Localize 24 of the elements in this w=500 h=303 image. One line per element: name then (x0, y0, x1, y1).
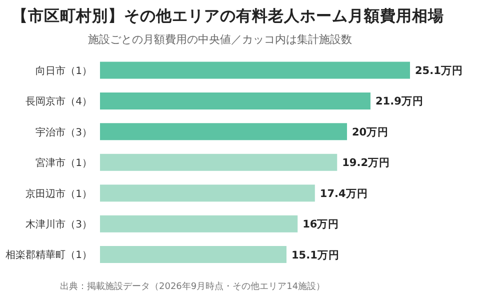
y-tick-label: 長岡京市（4） (26, 96, 92, 108)
y-tick-label: 宮津市（1） (36, 157, 92, 170)
data-label: 17.4万円 (320, 188, 368, 200)
data-label: 21.9万円 (375, 96, 424, 108)
data-label: 16万円 (302, 218, 340, 231)
bar (100, 62, 410, 79)
chart-subtitle: 施設ごとの月額費用の中央値／カッコ内は集計施設数 (88, 32, 352, 47)
bar (100, 123, 348, 140)
data-label: 20万円 (352, 126, 389, 138)
data-label: 19.2万円 (342, 157, 390, 170)
y-tick-label: 木津川市（3） (26, 218, 92, 230)
bar (100, 246, 286, 264)
chart-title: 【市区町村別】その他エリアの有料老人ホーム月額費用相場 (12, 6, 444, 27)
y-tick-label: 京田辺市（1） (26, 188, 92, 200)
y-tick-label: 相楽郡精華町（1） (6, 249, 92, 262)
data-label: 25.1万円 (415, 64, 463, 77)
y-tick-label: 宇治市（3） (36, 126, 92, 138)
bar (100, 184, 315, 202)
source-note: 出典：掲載施設データ（2026年9月時点・その他エリア14施設） (60, 280, 326, 293)
bar (100, 215, 298, 232)
y-tick-label: 向日市（1） (36, 64, 92, 77)
data-label: 15.1万円 (291, 249, 340, 262)
bar (100, 92, 370, 110)
bar (100, 154, 338, 171)
